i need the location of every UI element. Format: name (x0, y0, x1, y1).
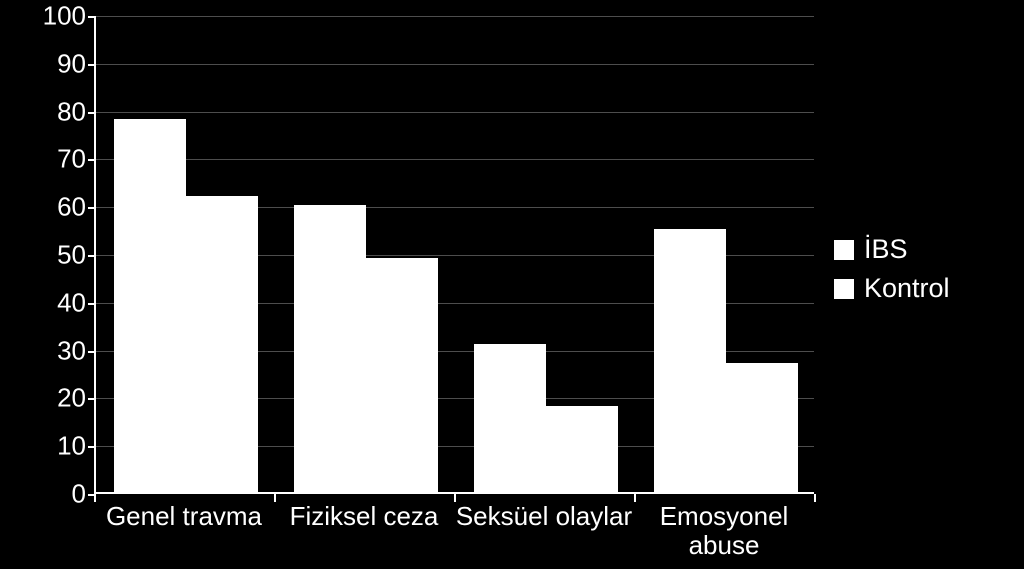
ytick-mark (88, 112, 96, 114)
ytick-label: 20 (22, 383, 86, 414)
bar-group (114, 119, 258, 492)
bar (294, 205, 366, 492)
bar-group (474, 344, 618, 492)
ytick-mark (88, 159, 96, 161)
ytick-mark (88, 255, 96, 257)
ytick-mark (88, 351, 96, 353)
ytick-label: 90 (22, 48, 86, 79)
legend-swatch-ibs (834, 240, 854, 260)
ytick-mark (88, 303, 96, 305)
xtick-mark (814, 494, 816, 502)
gridline (96, 64, 814, 65)
gridline (96, 112, 814, 113)
xtick-label: Seksüel olaylar (454, 502, 634, 531)
legend-label-kontrol: Kontrol (864, 273, 950, 304)
bar (114, 119, 186, 492)
bar (546, 406, 618, 492)
xtick-mark (274, 494, 276, 502)
ytick-label: 10 (22, 431, 86, 462)
xtick-label: Genel travma (94, 502, 274, 531)
ytick-label: 0 (22, 479, 86, 510)
ytick-mark (88, 398, 96, 400)
xtick-label: Fiziksel ceza (274, 502, 454, 531)
ytick-label: 60 (22, 192, 86, 223)
ytick-mark (88, 446, 96, 448)
bar-group (294, 205, 438, 492)
ytick-label: 70 (22, 144, 86, 175)
legend-item-kontrol: Kontrol (834, 273, 950, 304)
ytick-label: 50 (22, 240, 86, 271)
xtick-mark (94, 494, 96, 502)
legend-label-ibs: İBS (864, 234, 908, 265)
plot-area (94, 16, 814, 494)
ytick-mark (88, 16, 96, 18)
ytick-label: 40 (22, 287, 86, 318)
bar-group (654, 229, 798, 492)
ytick-mark (88, 207, 96, 209)
bar (366, 258, 438, 492)
gridline (96, 16, 814, 17)
bar (186, 196, 258, 492)
ytick-mark (88, 64, 96, 66)
legend-swatch-kontrol (834, 279, 854, 299)
xtick-label: Emosyonel abuse (634, 502, 814, 559)
ytick-label: 100 (22, 1, 86, 32)
xtick-mark (634, 494, 636, 502)
legend-item-ibs: İBS (834, 234, 950, 265)
bar-chart: İBS Kontrol 0102030405060708090100Genel … (10, 10, 1014, 559)
bar (474, 344, 546, 492)
ytick-label: 80 (22, 96, 86, 127)
bar (654, 229, 726, 492)
bar (726, 363, 798, 492)
ytick-label: 30 (22, 335, 86, 366)
legend: İBS Kontrol (834, 234, 950, 312)
